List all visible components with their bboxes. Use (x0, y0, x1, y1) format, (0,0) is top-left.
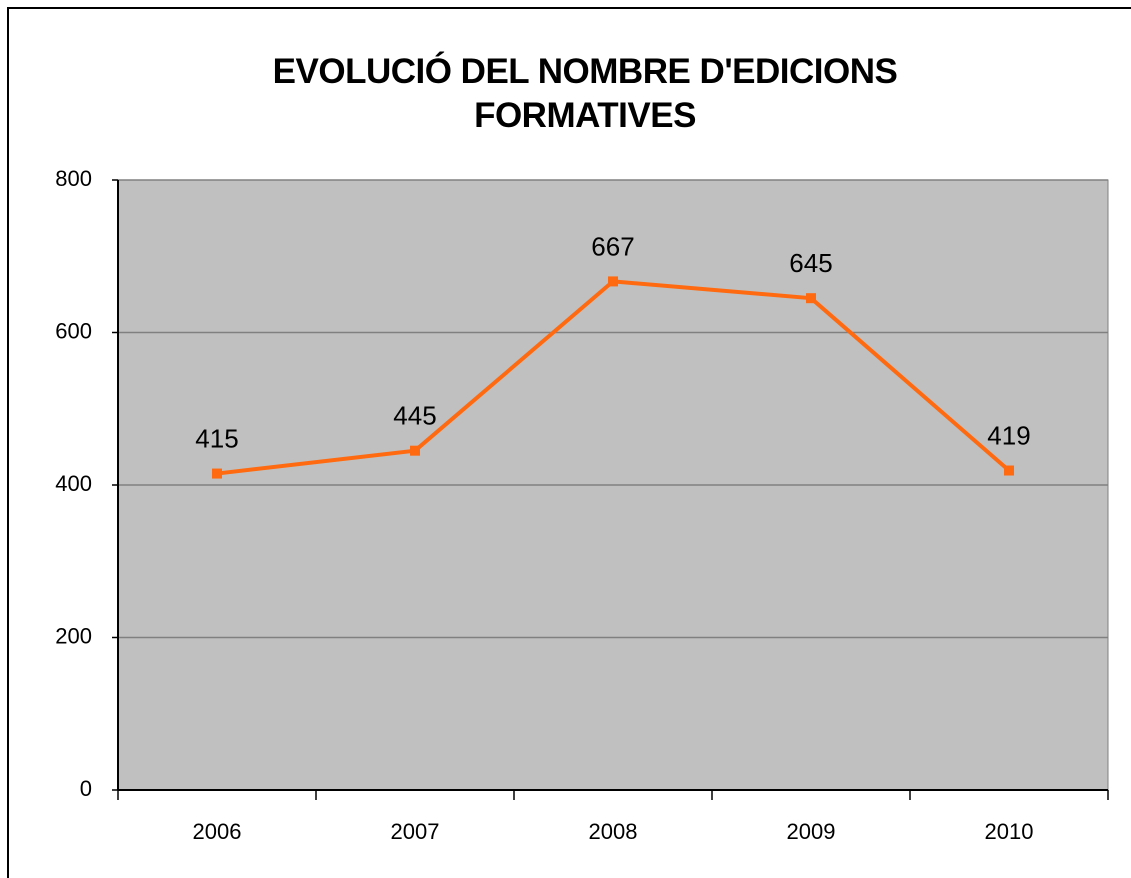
y-tick-label: 600 (55, 318, 92, 343)
data-label: 667 (591, 231, 634, 261)
x-tick-label: 2008 (589, 819, 638, 844)
y-tick-label: 800 (55, 166, 92, 191)
marker (806, 293, 816, 304)
marker (212, 468, 222, 479)
x-tick-label: 2009 (787, 819, 836, 844)
y-tick-label: 0 (80, 776, 92, 801)
marker (410, 445, 420, 456)
data-label: 645 (789, 248, 832, 278)
marker (1004, 465, 1014, 476)
chart-title: EVOLUCIÓ DEL NOMBRE D'EDICIONS FORMATIVE… (272, 52, 898, 135)
data-label: 415 (195, 423, 238, 453)
y-tick-label: 400 (55, 471, 92, 496)
x-tick-label: 2010 (985, 819, 1034, 844)
x-tick-label: 2006 (193, 819, 242, 844)
data-label: 419 (987, 420, 1030, 450)
marker (608, 276, 618, 287)
x-tick-label: 2007 (391, 819, 440, 844)
y-tick-label: 200 (55, 623, 92, 648)
data-label: 445 (393, 401, 436, 431)
